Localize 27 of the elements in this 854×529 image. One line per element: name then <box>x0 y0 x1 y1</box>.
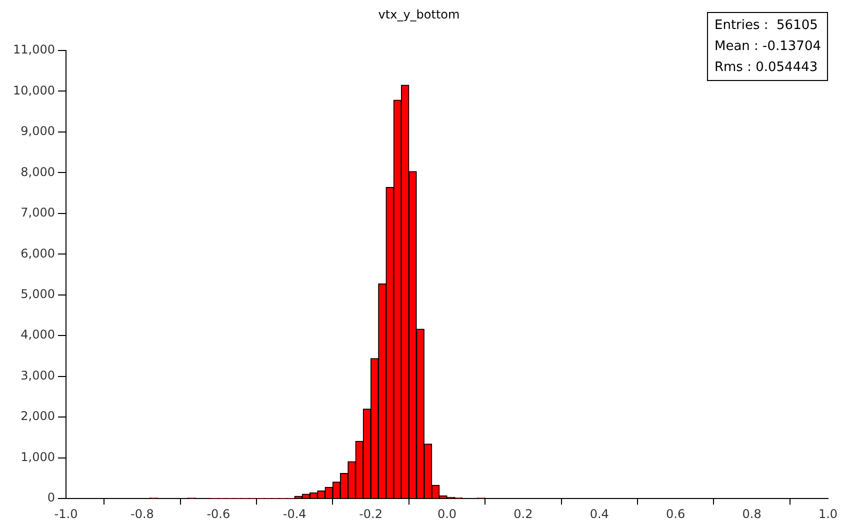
y-tick-label: 5,000 <box>20 287 55 301</box>
x-tick-label: 0.6 <box>666 506 686 521</box>
y-tick-label: 6,000 <box>20 246 55 260</box>
y-tick-label: 9,000 <box>20 124 55 138</box>
y-tick-label: 3,000 <box>20 368 55 382</box>
y-tick-label: 1,000 <box>20 450 55 464</box>
x-tick-label: -0.8 <box>130 506 154 521</box>
y-tick-label: 11,000 <box>12 42 55 57</box>
x-tick-label: 0.4 <box>590 506 609 521</box>
annotation: Rms : 0.054443 <box>714 59 819 77</box>
x-tick-label: -1.0 <box>54 506 78 521</box>
x-tick-label: 0.8 <box>742 506 762 521</box>
text: Entries : 56105 <box>714 17 819 35</box>
annotation: Mean : -0.13704 <box>714 38 821 56</box>
x-tick-label: -0.2 <box>359 506 383 521</box>
chart-title: vtx_y_bottom <box>378 7 460 22</box>
x-tick-label: 1.0 <box>818 506 838 521</box>
x-tick-label: 0.2 <box>514 506 533 521</box>
y-tick-label: 8,000 <box>20 164 55 179</box>
y-tick-label: 4,000 <box>20 328 55 342</box>
x-tick-label: 0.0 <box>437 506 457 521</box>
x-tick-label: -0.6 <box>206 506 230 521</box>
y-tick-label: 0 <box>47 490 55 505</box>
y-tick-label: 10,000 <box>12 83 55 98</box>
y-tick-label: 7,000 <box>20 206 55 220</box>
y-tick-label: 2,000 <box>20 409 55 424</box>
x-tick-label: -0.4 <box>282 506 306 521</box>
